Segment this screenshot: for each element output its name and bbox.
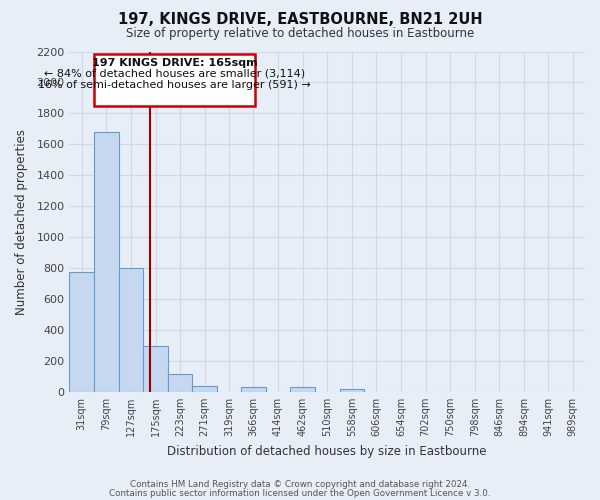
- Text: 197, KINGS DRIVE, EASTBOURNE, BN21 2UH: 197, KINGS DRIVE, EASTBOURNE, BN21 2UH: [118, 12, 482, 28]
- Text: Size of property relative to detached houses in Eastbourne: Size of property relative to detached ho…: [126, 28, 474, 40]
- Text: 16% of semi-detached houses are larger (591) →: 16% of semi-detached houses are larger (…: [38, 80, 311, 90]
- Bar: [290, 387, 315, 392]
- Text: 197 KINGS DRIVE: 165sqm: 197 KINGS DRIVE: 165sqm: [92, 58, 257, 68]
- X-axis label: Distribution of detached houses by size in Eastbourne: Distribution of detached houses by size …: [167, 444, 487, 458]
- Bar: [340, 389, 364, 392]
- Bar: [241, 388, 266, 392]
- Bar: [168, 374, 193, 392]
- Text: Contains HM Land Registry data © Crown copyright and database right 2024.: Contains HM Land Registry data © Crown c…: [130, 480, 470, 489]
- Bar: [143, 346, 168, 392]
- Text: Contains public sector information licensed under the Open Government Licence v : Contains public sector information licen…: [109, 488, 491, 498]
- Y-axis label: Number of detached properties: Number of detached properties: [15, 128, 28, 314]
- Bar: [119, 268, 143, 392]
- Bar: [94, 54, 256, 106]
- Text: ← 84% of detached houses are smaller (3,114): ← 84% of detached houses are smaller (3,…: [44, 68, 305, 78]
- Bar: [94, 132, 119, 392]
- Bar: [70, 272, 94, 392]
- Bar: [193, 386, 217, 392]
